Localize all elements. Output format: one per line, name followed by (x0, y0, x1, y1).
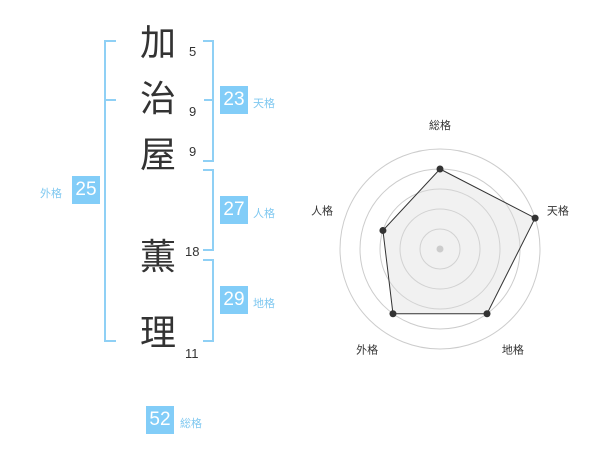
tenkaku-label: 天格 (253, 97, 275, 110)
name-char: 治 (140, 79, 177, 120)
jinkaku-value: 27 (220, 196, 248, 224)
radar-point (531, 214, 539, 222)
jinkaku-label: 人格 (253, 207, 275, 220)
name-char: 薫 (140, 237, 177, 278)
radar-ring (419, 228, 461, 270)
name-char: 理 (140, 313, 177, 354)
radar-axis-label: 天格 (547, 204, 569, 218)
tenkaku-bracket (203, 40, 214, 162)
gaikaku-label: 外格 (40, 187, 62, 200)
jinkaku-bracket (203, 169, 214, 251)
radar-area (382, 168, 536, 315)
radar-ring (399, 208, 481, 290)
radar-ring (339, 148, 541, 350)
soukaku-label: 総格 (180, 417, 202, 430)
gaikaku-bracket (104, 40, 116, 342)
stroke-count: 5 (189, 44, 197, 59)
chikaku-label: 地格 (253, 297, 275, 310)
stroke-count: 11 (185, 346, 199, 361)
stroke-count: 9 (189, 104, 197, 119)
gaikaku-value: 25 (72, 176, 100, 204)
radar-axis-label: 総格 (429, 118, 451, 132)
soukaku-value: 52 (146, 406, 174, 434)
radar-point (483, 310, 491, 318)
radar-axis-label: 人格 (311, 204, 333, 218)
chikaku-bracket (203, 259, 214, 342)
radar-axis-label: 地格 (502, 342, 524, 356)
radar-point (379, 226, 387, 234)
radar-point (436, 165, 444, 173)
stroke-count: 18 (185, 244, 200, 259)
tenkaku-value: 23 (220, 86, 248, 114)
radar-ring (379, 188, 501, 310)
radar-point (389, 310, 397, 318)
chikaku-value: 29 (220, 286, 248, 314)
stroke-count: 9 (189, 144, 197, 159)
radar-center (436, 245, 444, 253)
radar-axis-label: 外格 (356, 342, 378, 356)
bracket-tick (104, 99, 116, 101)
name-char: 加 (140, 23, 177, 64)
name-char: 屋 (140, 135, 177, 176)
bracket-tick (204, 99, 214, 101)
